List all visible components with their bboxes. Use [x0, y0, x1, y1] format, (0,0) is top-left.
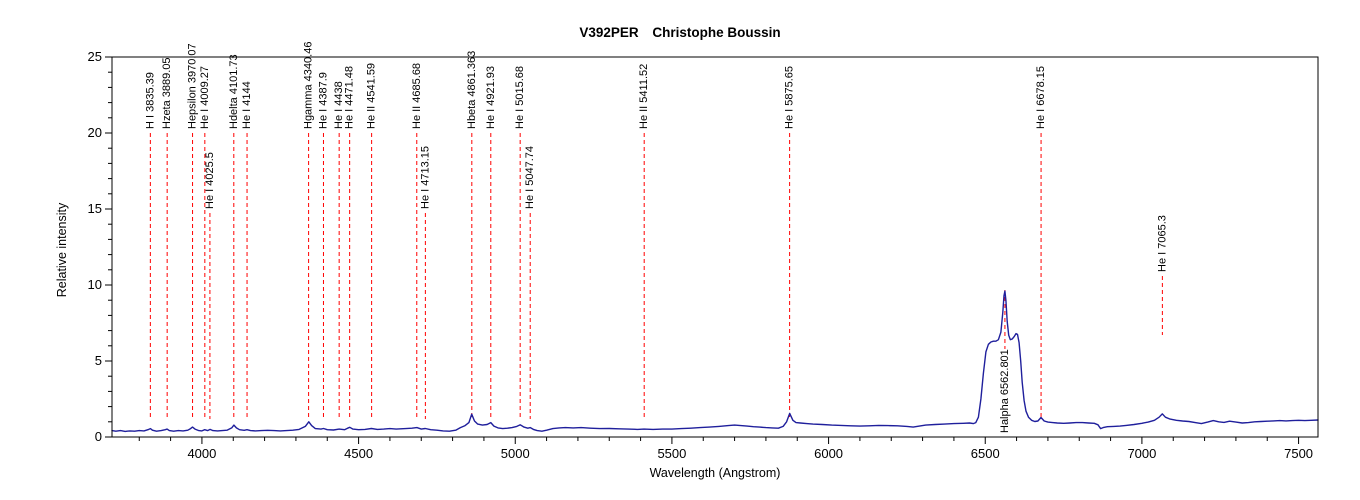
x-tick-label: 6000 [814, 446, 843, 461]
spectrum-curve [111, 290, 1319, 433]
spectral-line-label: He I 5047.74 [524, 146, 536, 209]
spectral-line-label: He I 4144 [241, 81, 253, 129]
spectral-line-marker: He I 5875.65 [784, 66, 796, 419]
spectral-line-marker: He I 5015.68 [514, 66, 526, 419]
x-tick-label: 4000 [187, 446, 216, 461]
spectral-line-label: Hgamma 4340.46 [303, 42, 315, 129]
plot-frame [111, 56, 1319, 438]
spectral-line-marker: He I 4438 [333, 81, 345, 419]
x-tick-label: 4500 [344, 446, 373, 461]
chart-title: V392PER Christophe Boussin [579, 25, 780, 40]
spectral-line-marker: He I 4025.5 [204, 152, 216, 419]
spectral-line-marker: He I 5047.74 [524, 146, 536, 419]
spectral-line-marker: Hbeta 4861.363 [466, 51, 478, 419]
spectral-line-marker: H I 3835.39 [144, 72, 156, 419]
spectral-line-marker: He II 4541.59 [366, 63, 378, 419]
spectral-line-label: He I 4009.27 [199, 66, 211, 129]
author-name: Christophe Boussin [652, 25, 780, 40]
x-axis-label: Wavelength (Angstrom) [650, 466, 781, 480]
spectral-line-marker: He I 4921.93 [485, 66, 497, 419]
spectral-line-label: He I 4438 [333, 81, 345, 129]
y-axis-label: Relative intensity [55, 202, 69, 297]
spectral-line-label: Hzeta 3889.05 [161, 57, 173, 129]
spectral-line-label: He II 4685.68 [411, 63, 423, 129]
spectral-line-label: Hbeta 4861.363 [466, 51, 478, 129]
spectral-line-marker: He II 5411.52 [638, 64, 650, 419]
spectral-line-label: He I 5875.65 [784, 66, 796, 129]
axis-ticks [105, 56, 1300, 444]
spectral-line-label: Hdelta 4101.73 [228, 54, 240, 129]
x-tick-label: 6500 [971, 446, 1000, 461]
y-tick-label: 5 [95, 353, 102, 368]
spectral-line-label: Halpha 6562.801 [999, 349, 1011, 433]
y-tick-label: 25 [88, 49, 102, 64]
axis-tick-labels: 4000 4500 5000 5500 6000 6500 7000 7500 0 5 10 15 20… [88, 49, 1314, 461]
spectral-line-marker: Halpha 6562.801 [999, 290, 1011, 433]
spectral-line-marker: He I 4713.15 [419, 146, 431, 419]
spectral-line-marker: He II 4685.68 [411, 63, 423, 419]
spectral-line-marker: Hzeta 3889.05 [161, 57, 173, 419]
spectral-line-marker: He I 6678.15 [1035, 66, 1047, 419]
spectral-line-label: He I 4921.93 [485, 66, 497, 129]
object-name: V392PER [579, 25, 639, 40]
x-tick-label: 5500 [657, 446, 686, 461]
y-tick-label: 0 [95, 429, 102, 444]
spectral-line-label: He I 7065.3 [1156, 215, 1168, 272]
spectral-line-marker: Hdelta 4101.73 [228, 54, 240, 419]
y-tick-label: 10 [88, 277, 102, 292]
spectral-line-label: He I 4025.5 [204, 152, 216, 209]
spectral-line-label: Hepsilon 3970.07 [187, 43, 199, 129]
spectral-line-marker: He I 4144 [241, 81, 253, 419]
x-tick-label: 7500 [1284, 446, 1313, 461]
spectral-line-label: He I 5015.68 [514, 66, 526, 129]
spectral-line-marker: He I 4471.48 [344, 66, 356, 419]
x-tick-label: 5000 [501, 446, 530, 461]
spectral-line-label: He II 4541.59 [366, 63, 378, 129]
x-tick-label: 7000 [1127, 446, 1156, 461]
spectral-line-label: He I 4387.9 [318, 72, 330, 129]
spectral-line-marker: He I 4009.27 [199, 66, 211, 419]
spectral-line-label: He I 4471.48 [344, 66, 356, 129]
spectral-line-label: He II 5411.52 [638, 64, 650, 129]
spectral-line-marker: Hgamma 4340.46 [303, 42, 315, 419]
spectral-line-marker: He I 7065.3 [1156, 215, 1168, 335]
spectral-line-label: He I 6678.15 [1035, 66, 1047, 129]
spectral-line-markers: H I 3835.39 Hzeta 3889.05 Hepsilon 3970.07… [144, 42, 1168, 433]
spectral-line-marker: He I 4387.9 [318, 72, 330, 419]
spectral-line-label: H I 3835.39 [144, 72, 156, 129]
y-tick-label: 15 [88, 201, 102, 216]
spectral-line-marker: Hepsilon 3970.07 [187, 43, 199, 419]
spectral-line-label: He I 4713.15 [419, 146, 431, 209]
y-tick-label: 20 [88, 125, 102, 140]
